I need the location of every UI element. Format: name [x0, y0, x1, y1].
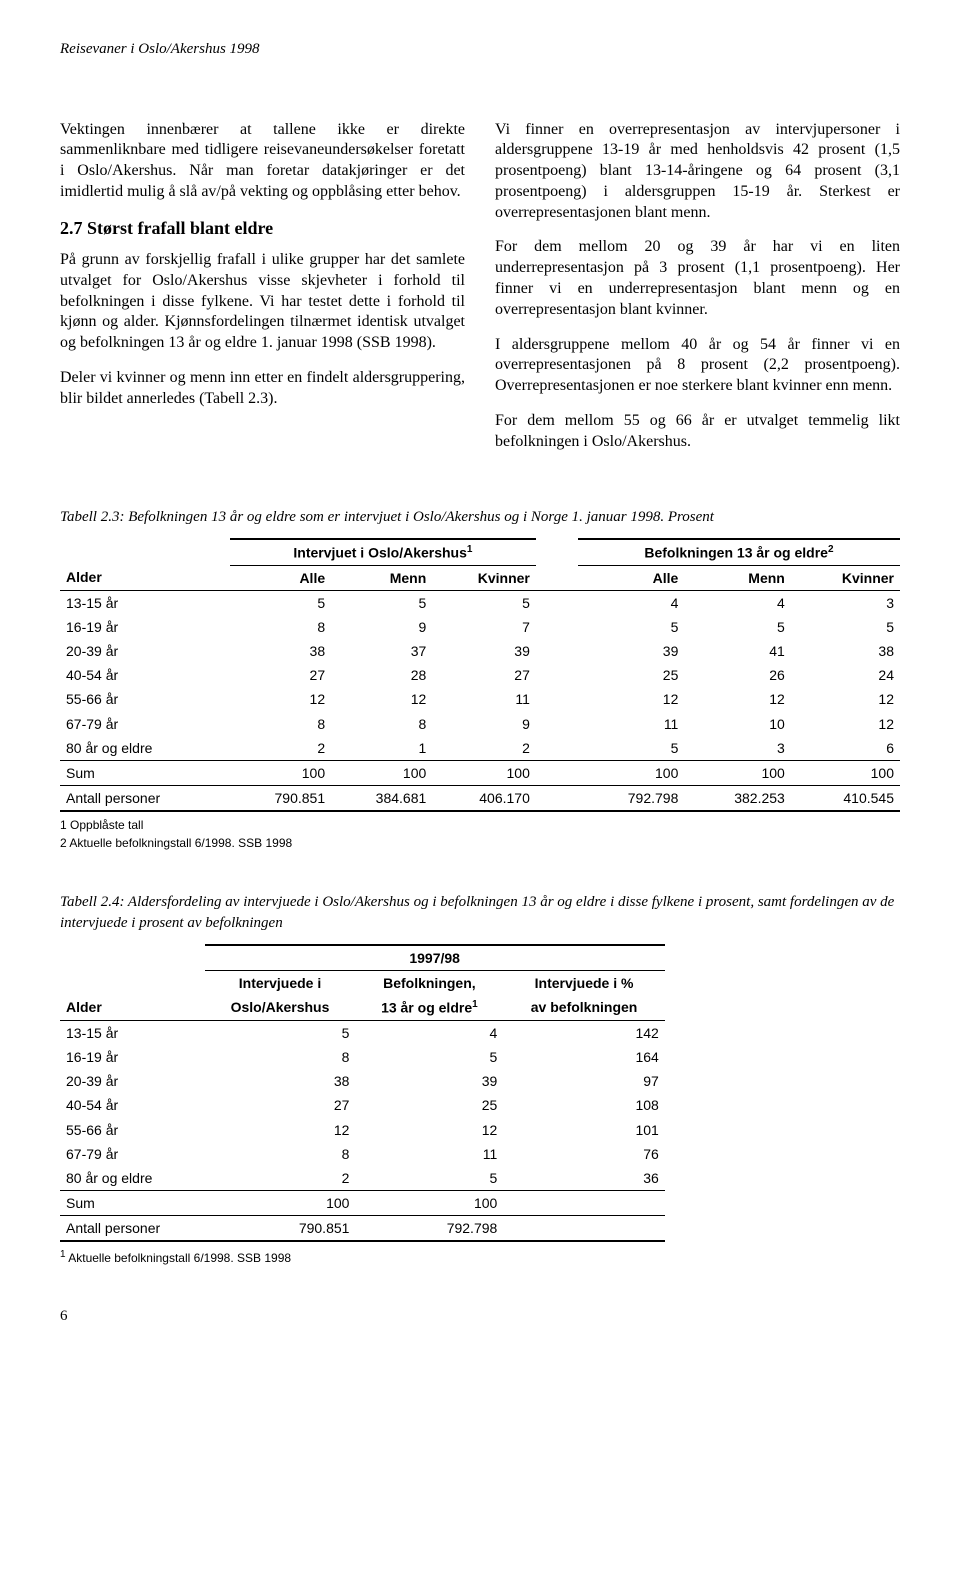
page-number: 6	[60, 1307, 900, 1327]
table24-title: Tabell 2.4: Aldersfordeling av intervjue…	[60, 892, 900, 934]
table-count-row: Antall personer790.851792.798	[60, 1216, 665, 1242]
table-row: 40-54 år2725108	[60, 1093, 665, 1117]
t23-footnote1: 1 Oppblåste tall	[60, 818, 900, 834]
t23-h-c2: Menn	[331, 565, 432, 590]
body-columns: Vektingen innenbærer at tallene ikke er …	[60, 120, 900, 467]
table-24: 1997/98 Intervjuede i Befolkningen, Inte…	[60, 944, 665, 1243]
page-header: Reisevaner i Oslo/Akershus 1998	[60, 40, 900, 60]
table-row: 13-15 år555443	[60, 590, 900, 615]
table-row: 55-66 år1212101	[60, 1118, 665, 1142]
table-23: Intervjuet i Oslo/Akershus1 Befolkningen…	[60, 538, 900, 813]
para-l1: Vektingen innenbærer at tallene ikke er …	[60, 120, 465, 203]
table-row: 80 år og eldre2536	[60, 1166, 665, 1191]
t24-h3b: av befolkningen	[503, 995, 664, 1020]
table-row: 67-79 år81176	[60, 1142, 665, 1166]
para-r2: For dem mellom 20 og 39 år har vi en lit…	[495, 237, 900, 320]
t24-h1a: Intervjuede i	[205, 970, 356, 995]
t23-h-c6: Kvinner	[791, 565, 900, 590]
t23-h-c1: Alle	[230, 565, 331, 590]
t23-h-c4: Alle	[578, 565, 684, 590]
right-column: Vi finner en overrepresentasjon av inter…	[495, 120, 900, 467]
t23-group2: Befolkningen 13 år og eldre	[644, 544, 828, 560]
t23-footnote2: 2 Aktuelle befolkningstall 6/1998. SSB 1…	[60, 836, 900, 852]
table23-title: Tabell 2.3: Befolkningen 13 år og eldre …	[60, 507, 900, 528]
table-sum-row: Sum100100	[60, 1191, 665, 1216]
t24-h2sup: 1	[472, 999, 478, 1010]
t23-sup1: 1	[467, 544, 473, 555]
table-row: 55-66 år121211121212	[60, 687, 900, 711]
para-r4: For dem mellom 55 og 66 år er utvalget t…	[495, 411, 900, 453]
t24-h2a: Befolkningen,	[355, 970, 503, 995]
table-row: 16-19 år85164	[60, 1045, 665, 1069]
table-row: 67-79 år889111012	[60, 712, 900, 736]
para-l3: Deler vi kvinner og menn inn etter en fi…	[60, 368, 465, 410]
table-row: 40-54 år272827252624	[60, 663, 900, 687]
t24-h-alder: Alder	[60, 995, 205, 1020]
t24-year: 1997/98	[205, 945, 665, 971]
table-row: 80 år og eldre212536	[60, 736, 900, 761]
t24-footnote: 1 Aktuelle befolkningstall 6/1998. SSB 1…	[60, 1248, 900, 1267]
t24-h1b: Oslo/Akershus	[205, 995, 356, 1020]
table-row: 16-19 år897555	[60, 615, 900, 639]
t23-group1: Intervjuet i Oslo/Akershus	[293, 544, 467, 560]
section-heading: 2.7 Størst frafall blant eldre	[60, 217, 465, 240]
t23-sup2: 2	[828, 544, 834, 555]
t23-h-c5: Menn	[684, 565, 790, 590]
t23-h-c3: Kvinner	[432, 565, 536, 590]
t23-h-alder: Alder	[60, 565, 230, 590]
table-sum-row: Sum100100100100100100	[60, 761, 900, 786]
para-r1: Vi finner en overrepresentasjon av inter…	[495, 120, 900, 224]
table-row: 13-15 år54142	[60, 1020, 665, 1045]
t24-h2b: 13 år og eldre	[381, 1000, 472, 1016]
table-count-row: Antall personer790.851384.681406.170792.…	[60, 786, 900, 812]
table-row: 20-39 år383997	[60, 1069, 665, 1093]
left-column: Vektingen innenbærer at tallene ikke er …	[60, 120, 465, 467]
t24-h3a: Intervjuede i %	[503, 970, 664, 995]
para-r3: I aldersgruppene mellom 40 år og 54 år f…	[495, 335, 900, 397]
table-row: 20-39 år383739394138	[60, 639, 900, 663]
para-l2: På grunn av forskjellig frafall i ulike …	[60, 250, 465, 354]
